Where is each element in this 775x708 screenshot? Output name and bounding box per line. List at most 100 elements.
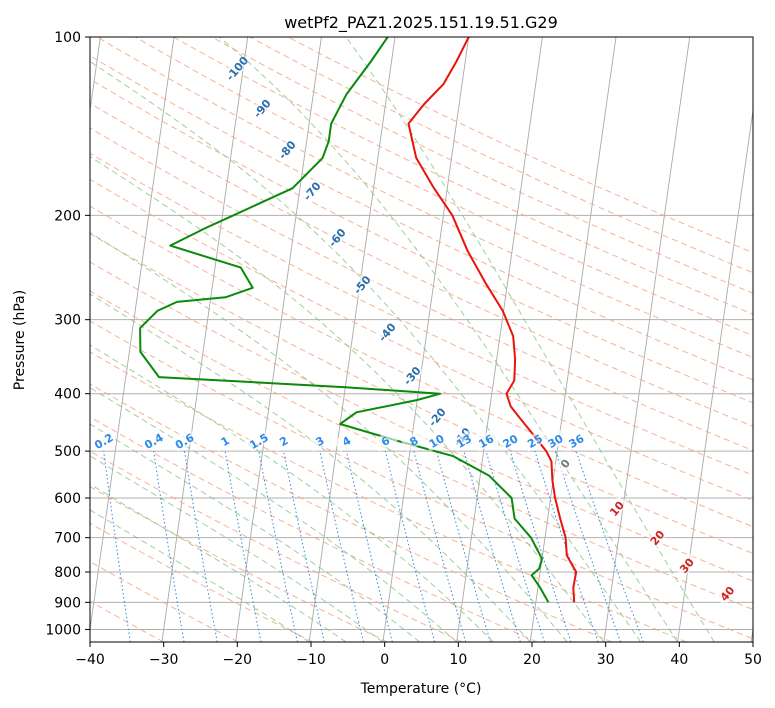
mixing-ratio-label-bg	[306, 429, 333, 452]
moist-adiabat-line	[345, 37, 715, 642]
mixing-ratio-line	[534, 450, 599, 642]
dry-adiabat-temp-label-bg	[644, 524, 669, 550]
dry-adiabat-line	[90, 320, 753, 640]
mixing-ratio-line	[103, 451, 131, 642]
dry-adiabat-temp-label-bg	[714, 580, 739, 606]
y-tick-label: 500	[54, 444, 81, 460]
moist-adiabat-line	[90, 231, 568, 642]
dry-adiabat-line	[90, 127, 753, 451]
mixing-ratio-line	[413, 450, 467, 642]
y-tick-label: 900	[54, 595, 81, 611]
mixing-ratio-label-bg	[472, 429, 499, 452]
dry-adiabat-label-bg	[224, 55, 249, 81]
mixing-ratio-label-bg	[521, 429, 548, 452]
temperature-profile-line	[407, 37, 578, 603]
mixing-ratio-line	[384, 450, 436, 642]
y-tick-label: 800	[54, 565, 81, 581]
x-tick-label: 50	[744, 652, 762, 668]
line-labels: -100-90-80-70-60-50-40-30-20-10010203040…	[90, 54, 739, 606]
mixing-ratio-line	[224, 451, 262, 642]
dry-adiabat-line	[211, 37, 753, 294]
y-tick-label: 600	[54, 491, 81, 507]
x-axis: −40 −30 −20 −10 0 10 20 30 40 50	[75, 642, 762, 668]
isotherm-line	[677, 107, 753, 642]
mixing-ratio-label-bg	[423, 429, 450, 452]
y-tick-label: 700	[54, 531, 81, 547]
dry-adiabat-temp-label-bg	[674, 552, 699, 578]
mixing-ratio-label-bg	[497, 429, 523, 452]
isotherm-line	[308, 37, 396, 642]
mixing-ratio-line	[258, 451, 298, 642]
mixing-ratio-label-bg	[212, 429, 238, 452]
mixing-ratio-label-bg	[400, 429, 427, 452]
x-tick-label: 10	[449, 652, 467, 668]
dry-adiabat-line	[90, 102, 753, 427]
y-tick-label: 1000	[45, 622, 81, 638]
moist-adiabat-line	[90, 387, 457, 642]
dry-adiabat-line	[96, 37, 753, 358]
x-tick-label: −30	[149, 652, 179, 668]
dry-adiabat-temp-label-bg	[604, 495, 629, 521]
y-tick-label: 300	[54, 313, 81, 329]
dry-adiabat-line	[90, 486, 388, 642]
isotherm-line	[382, 37, 470, 642]
y-tick-label: 200	[54, 208, 81, 224]
dry-adiabat-label-bg	[274, 136, 299, 163]
dry-adiabat-label-bg	[424, 404, 449, 430]
pressure-grid-lines	[90, 37, 753, 630]
x-tick-label: −10	[296, 652, 326, 668]
isotherm-lines	[90, 37, 753, 642]
mixing-ratio-line	[554, 450, 622, 642]
x-tick-label: −20	[223, 652, 253, 668]
dry-adiabat-line	[90, 416, 538, 642]
mixing-ratio-line	[463, 450, 521, 642]
x-tick-label: 30	[597, 652, 615, 668]
dry-adiabat-label-bg	[249, 95, 274, 121]
moist-adiabat-line	[90, 483, 347, 642]
mixing-ratio-line	[509, 450, 572, 642]
y-tick-label: 100	[54, 30, 81, 46]
mixing-ratio-label-bg	[450, 429, 477, 452]
isotherm-line	[603, 37, 691, 642]
mixing-ratio-label-bg	[372, 429, 398, 452]
mixing-ratio-label-bg	[270, 429, 297, 452]
mixing-ratio-label-bg	[171, 429, 198, 452]
moist-adiabat-line	[90, 423, 421, 642]
x-tick-label: 20	[523, 652, 541, 668]
y-axis: 100 200 300 400 500 600 700 800 900 1000	[45, 30, 90, 638]
sounding-series	[139, 37, 578, 603]
y-tick-label: 400	[54, 387, 81, 403]
x-tick-label: −40	[75, 652, 105, 668]
mixing-ratio-line	[436, 450, 491, 642]
mixing-ratio-label-bg	[140, 429, 167, 452]
dry-adiabat-line	[90, 205, 753, 528]
dry-adiabat-line	[90, 233, 753, 555]
chart-title: wetPf2_PAZ1.2025.151.19.51.G29	[284, 13, 558, 33]
mixing-ratio-line	[485, 450, 545, 642]
mixing-ratio-label-bg	[333, 429, 359, 452]
isotherm-line	[161, 37, 249, 642]
dry-adiabat-line	[90, 178, 753, 502]
dry-adiabat-line	[135, 37, 753, 337]
y-axis-title: Pressure (hPa)	[12, 290, 28, 390]
mixing-ratio-lines	[103, 450, 644, 642]
plot-area: -100-90-80-70-60-50-40-30-20-10010203040…	[90, 37, 753, 642]
isotherm-line	[456, 37, 543, 642]
x-tick-label: 0	[380, 652, 389, 668]
dry-adiabat-label-bg	[324, 224, 349, 250]
moist-adiabat-line	[90, 155, 605, 642]
dry-adiabat-lines	[90, 37, 753, 642]
moist-adiabat-line	[90, 455, 384, 642]
moist-adiabat-line	[90, 293, 531, 642]
dry-adiabat-label-bg	[399, 362, 424, 388]
moist-adiabat-line	[219, 37, 679, 642]
dry-adiabat-line	[90, 383, 612, 642]
moist-adiabat-line	[90, 344, 494, 642]
dry-adiabat-label-bg	[299, 178, 324, 204]
dry-adiabat-temp-label-bg	[552, 450, 577, 476]
moist-adiabat-lines	[90, 37, 715, 642]
mixing-ratio-line	[575, 450, 644, 642]
dry-adiabat-label-bg	[374, 319, 399, 345]
mixing-ratio-label-bg	[563, 429, 589, 452]
dewpoint-profile-line	[139, 37, 550, 603]
